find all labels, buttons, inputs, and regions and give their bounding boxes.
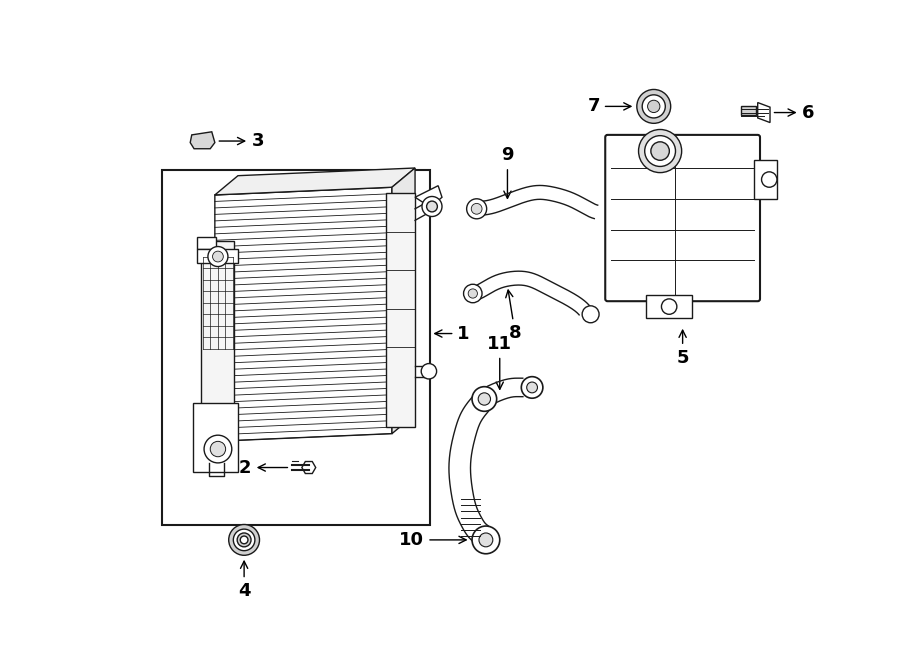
- Circle shape: [472, 203, 482, 214]
- Bar: [754, 160, 777, 199]
- Polygon shape: [758, 103, 770, 122]
- Circle shape: [472, 387, 497, 411]
- Circle shape: [466, 199, 487, 219]
- Text: 8: 8: [506, 290, 521, 342]
- Text: 10: 10: [400, 531, 466, 549]
- Polygon shape: [197, 237, 216, 249]
- Polygon shape: [302, 461, 316, 473]
- Circle shape: [648, 100, 660, 113]
- Polygon shape: [415, 186, 442, 207]
- Text: 9: 9: [501, 146, 514, 199]
- Circle shape: [468, 289, 477, 298]
- Circle shape: [422, 197, 442, 216]
- Polygon shape: [194, 403, 238, 472]
- Circle shape: [233, 529, 255, 551]
- Text: 7: 7: [588, 97, 631, 115]
- Circle shape: [421, 363, 436, 379]
- Circle shape: [212, 251, 223, 262]
- FancyBboxPatch shape: [605, 135, 760, 301]
- Circle shape: [478, 393, 491, 405]
- Circle shape: [472, 526, 500, 553]
- Polygon shape: [215, 187, 392, 442]
- Circle shape: [662, 299, 677, 314]
- Circle shape: [208, 246, 228, 267]
- Text: 1: 1: [435, 324, 470, 342]
- Polygon shape: [197, 249, 238, 263]
- Circle shape: [644, 136, 676, 166]
- Circle shape: [427, 201, 437, 212]
- Polygon shape: [392, 168, 415, 434]
- Text: 3: 3: [220, 132, 265, 150]
- Bar: [646, 295, 692, 318]
- Circle shape: [204, 435, 232, 463]
- Circle shape: [521, 377, 543, 399]
- Circle shape: [229, 524, 259, 555]
- Circle shape: [761, 172, 777, 187]
- Text: 6: 6: [774, 103, 814, 122]
- Circle shape: [643, 95, 665, 118]
- Circle shape: [637, 89, 670, 123]
- Polygon shape: [190, 132, 215, 149]
- Circle shape: [526, 382, 537, 393]
- Text: 4: 4: [238, 561, 250, 600]
- Bar: [386, 193, 415, 428]
- Circle shape: [211, 442, 226, 457]
- Circle shape: [582, 306, 599, 323]
- Bar: [163, 170, 430, 524]
- Circle shape: [479, 533, 493, 547]
- Polygon shape: [215, 168, 415, 195]
- Circle shape: [651, 142, 670, 160]
- Text: 5: 5: [677, 330, 688, 367]
- Text: 2: 2: [238, 459, 287, 477]
- Text: 11: 11: [487, 335, 512, 389]
- Circle shape: [240, 536, 248, 544]
- Bar: [201, 241, 234, 442]
- Circle shape: [638, 130, 681, 173]
- Circle shape: [238, 533, 251, 547]
- Polygon shape: [741, 106, 756, 115]
- Circle shape: [464, 284, 482, 303]
